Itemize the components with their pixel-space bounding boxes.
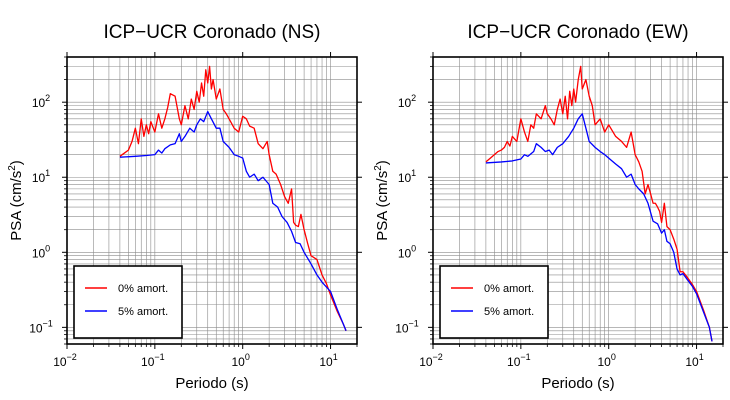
x-tick-label: 100 (232, 352, 250, 369)
x-axis-label: Periodo (s) (541, 375, 614, 392)
x-tick-label: 10−2 (53, 352, 77, 369)
legend: 0% amort. 5% amort. (73, 265, 183, 339)
y-tick-label: 10−1 (395, 318, 419, 335)
legend: 0% amort. 5% amort. (439, 265, 549, 339)
plot-frame (66, 56, 358, 345)
chart-title: ICP−UCR Coronado (NS) (104, 22, 321, 43)
y-axis-label: PSA (cm/s2) (7, 160, 25, 241)
plot-frame (432, 56, 724, 345)
chart-title: ICP−UCR Coronado (EW) (467, 22, 688, 43)
series-line-blue (119, 110, 347, 332)
x-tick-label: 101 (685, 352, 703, 369)
y-tick-label: 101 (398, 168, 416, 185)
series-line-blue (485, 113, 713, 342)
y-axis-label: PSA (cm/s2) (373, 160, 391, 241)
x-tick-label: 100 (598, 352, 616, 369)
y-tick-label: 10−1 (29, 318, 53, 335)
x-tick-label: 10−2 (419, 352, 443, 369)
y-tick-label: 100 (32, 243, 50, 260)
legend-label: 5% amort. (484, 306, 534, 318)
x-axis-label: Periodo (s) (175, 375, 248, 392)
y-tick-label: 101 (32, 168, 50, 185)
legend-label: 0% amort. (484, 283, 534, 295)
legend-box (439, 265, 549, 339)
grid-lines (66, 56, 358, 345)
x-tick-label: 10−1 (507, 352, 531, 369)
series-line-red (485, 65, 713, 342)
y-tick-label: 102 (32, 93, 50, 110)
x-tick-label: 10−1 (141, 352, 165, 369)
series-line-red (119, 65, 347, 332)
legend-label: 0% amort. (118, 283, 168, 295)
y-tick-label: 100 (398, 243, 416, 260)
y-tick-label: 102 (398, 93, 416, 110)
legend-box (73, 265, 183, 339)
x-tick-label: 101 (319, 352, 337, 369)
legend-label: 5% amort. (118, 306, 168, 318)
